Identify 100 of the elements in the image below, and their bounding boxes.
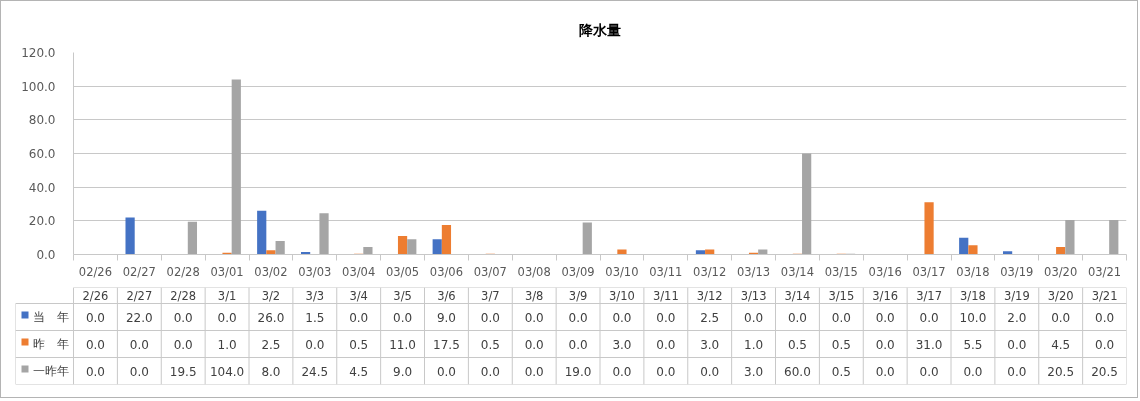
data-label: 0.0 [568, 310, 588, 325]
x-tick-label: 03/17 [912, 264, 946, 279]
text: 3/9 [568, 288, 588, 303]
data-label: 10.0 [959, 310, 987, 325]
x-tick-label: 03/02 [254, 264, 288, 279]
data-label: 0.0 [524, 364, 544, 379]
text: 2/28 [170, 288, 197, 303]
data-label: 20.5 [1091, 364, 1118, 379]
data-label: 3.0 [700, 337, 720, 352]
data-label: 17.5 [433, 337, 460, 352]
data-label: 0.0 [480, 364, 500, 379]
text: 3/13 [740, 288, 767, 303]
text: 3/21 [1091, 288, 1118, 303]
data-label: 0.0 [612, 364, 632, 379]
x-tick-label: 03/01 [210, 264, 244, 279]
data-label: 20.5 [1047, 364, 1075, 379]
data-label: 8.0 [261, 364, 281, 379]
data-label: 0.5 [831, 337, 851, 352]
data-label: 9.0 [393, 364, 413, 379]
data-label: 2.0 [1007, 310, 1027, 325]
x-tick-label: 03/12 [693, 264, 727, 279]
data-label: 22.0 [125, 310, 153, 325]
data-label: 4.5 [349, 364, 369, 379]
x-tick-label: 03/15 [824, 264, 858, 279]
data-label: 0.0 [612, 310, 632, 325]
data-label: 0.5 [831, 364, 851, 379]
data-label: 0.0 [787, 310, 807, 325]
text: 3/11 [652, 288, 679, 303]
data-label: 0.0 [436, 364, 456, 379]
text: 3/15 [828, 288, 855, 303]
data-label: 0.0 [393, 310, 413, 325]
data-label: 0.0 [1007, 337, 1027, 352]
data-label: 0.5 [787, 337, 807, 352]
text: 3/6 [437, 288, 456, 303]
text: 3/16 [872, 288, 899, 303]
y-tick-label: 60.0 [28, 147, 56, 161]
x-tick-label: 02/27 [122, 264, 156, 279]
text: 3/1 [217, 288, 237, 303]
data-label: 0.0 [1051, 310, 1071, 325]
text: 3/7 [481, 288, 500, 303]
x-tick-label: 02/28 [166, 264, 200, 279]
x-tick-label: 03/04 [342, 264, 376, 279]
data-label: 0.0 [129, 364, 149, 379]
x-tick-label: 03/16 [868, 264, 902, 279]
data-label: 1.5 [305, 310, 325, 325]
y-tick-label: 40.0 [28, 180, 56, 195]
data-label: 0.0 [875, 337, 895, 352]
x-tick-label: 03/03 [298, 264, 332, 279]
x-tick-label: 03/21 [1087, 264, 1122, 279]
x-tick-label: 03/07 [473, 264, 507, 279]
data-label: 3.0 [612, 337, 632, 352]
x-tick-label: 03/20 [1044, 264, 1078, 279]
y-tick-label: 80.0 [28, 113, 56, 128]
data-label: 0.0 [173, 337, 193, 352]
text: 3/12 [696, 288, 723, 303]
data-label: 0.0 [568, 337, 588, 352]
data-label: 1.0 [217, 337, 237, 352]
data-label: 0.0 [85, 337, 105, 352]
y-tick-label: 120.0 [21, 46, 56, 60]
x-tick-label: 03/18 [956, 264, 990, 279]
data-label: 1.0 [744, 337, 764, 352]
text: 3/4 [349, 288, 368, 303]
data-label: 0.0 [480, 310, 500, 325]
data-label: 19.0 [564, 364, 592, 379]
data-label: 0.0 [700, 364, 720, 379]
x-tick-label: 03/06 [429, 264, 464, 279]
data-label: 104.0 [209, 364, 245, 379]
text: 3/20 [1047, 288, 1074, 303]
data-label: 0.0 [875, 364, 895, 379]
text: 3/8 [524, 288, 544, 303]
x-tick-label: 03/11 [649, 264, 683, 279]
x-tick-label: 03/13 [736, 264, 771, 279]
data-label: 0.0 [963, 364, 983, 379]
data-label: 0.0 [349, 310, 369, 325]
y-tick-label: 0.0 [36, 248, 56, 262]
x-tick-label: 03/08 [517, 264, 551, 279]
text: 3/5 [393, 288, 412, 303]
y-tick-label: 100.0 [21, 79, 56, 94]
data-label: 0.0 [831, 310, 851, 325]
data-label: 0.0 [524, 310, 544, 325]
data-label: 0.0 [875, 310, 895, 325]
data-label: 0.0 [1095, 310, 1115, 325]
data-label: 0.0 [1095, 337, 1115, 352]
legend-label: 一昨年 [32, 364, 69, 378]
text: 2/26 [82, 288, 109, 303]
legend-label: 当 年 [32, 310, 69, 324]
x-tick-label: 03/10 [605, 264, 639, 279]
data-label: 0.5 [480, 337, 500, 352]
data-label: 26.0 [257, 310, 285, 325]
data-label: 0.0 [85, 310, 105, 325]
data-label: 19.5 [169, 364, 197, 379]
text: 3/2 [261, 288, 281, 303]
text: 2/27 [126, 288, 153, 303]
x-tick-label: 03/09 [561, 264, 595, 279]
chart-title: 降水量 [579, 21, 621, 38]
text: 3/10 [609, 288, 635, 303]
data-label: 24.5 [301, 364, 329, 379]
data-label: 9.0 [436, 310, 456, 325]
data-label: 0.0 [656, 364, 676, 379]
data-label: 11.0 [389, 337, 416, 352]
